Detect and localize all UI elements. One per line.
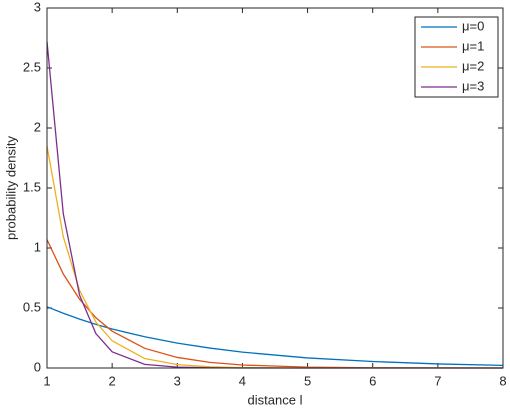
y-tick-label: 2.5 bbox=[23, 59, 41, 74]
legend-label: μ=2 bbox=[462, 58, 484, 73]
y-axis-label: probability density bbox=[3, 135, 18, 240]
y-tick-label: 2 bbox=[34, 119, 41, 134]
line bbox=[46, 145, 503, 369]
x-tick-label: 3 bbox=[174, 373, 181, 388]
x-tick-label: 5 bbox=[304, 373, 311, 388]
x-axis-label: distance l bbox=[248, 392, 303, 407]
x-tick-label: 2 bbox=[109, 373, 116, 388]
legend-label: μ=1 bbox=[462, 38, 484, 53]
legend-box bbox=[414, 16, 499, 98]
y-tick-label: 0.5 bbox=[23, 299, 41, 314]
x-tick-label: 8 bbox=[499, 373, 506, 388]
plot-frame bbox=[46, 7, 504, 369]
legend-label: μ=0 bbox=[462, 18, 484, 33]
x-tick-label: 1 bbox=[43, 373, 50, 388]
y-tick-label: 1.5 bbox=[23, 179, 41, 194]
y-tick-label: 3 bbox=[34, 0, 41, 14]
legend-label: μ=3 bbox=[462, 78, 484, 93]
y-tick-label: 0 bbox=[34, 359, 41, 374]
y-tick-label: 1 bbox=[34, 239, 41, 254]
line bbox=[46, 239, 504, 369]
line bbox=[46, 306, 504, 367]
x-tick-label: 4 bbox=[239, 373, 246, 388]
x-tick-label: 6 bbox=[369, 373, 376, 388]
x-tick-label: 7 bbox=[434, 373, 441, 388]
